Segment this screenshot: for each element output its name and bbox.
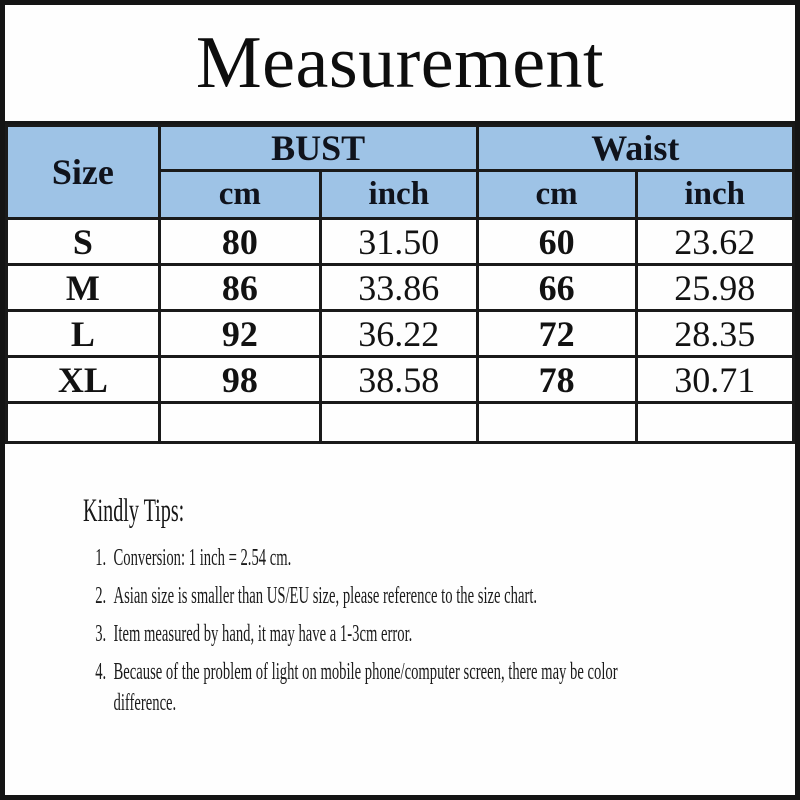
cell-waist-inch: 23.62 (634, 217, 796, 266)
tip-item-2: Asian size is smaller than US/EU size, p… (110, 581, 681, 612)
title-section: Measurement (5, 5, 795, 124)
empty-cell (5, 401, 161, 444)
col-header-size: Size (5, 124, 161, 220)
col-header-waist: Waist (475, 124, 796, 172)
empty-cell (319, 401, 479, 444)
col-header-bust: BUST (157, 124, 479, 172)
table-row-empty (5, 401, 796, 444)
header-row-groups: Size BUST Waist (5, 124, 796, 220)
measurement-table: Size BUST Waist cm inch cm inch S 80 31.… (5, 124, 796, 444)
cell-bust-inch: 33.86 (319, 263, 479, 312)
cell-bust-cm: 86 (157, 263, 323, 312)
cell-size: XL (5, 355, 161, 404)
kindly-tips-section: Kindly Tips: Conversion: 1 inch = 2.54 c… (83, 491, 724, 719)
header-row-units: cm inch cm inch (7, 169, 796, 220)
cell-bust-inch: 38.58 (319, 355, 479, 404)
cell-waist-cm: 66 (475, 263, 638, 312)
cell-bust-inch: 36.22 (319, 309, 479, 358)
tip-item-4: Because of the problem of light on mobil… (110, 657, 681, 719)
empty-cell (157, 401, 323, 444)
table-row-m: M 86 33.86 66 25.98 (5, 263, 796, 312)
empty-cell (475, 401, 638, 444)
page-title: Measurement (195, 21, 605, 104)
cell-waist-cm: 72 (475, 309, 638, 358)
cell-waist-inch: 30.71 (634, 355, 796, 404)
table-row-l: L 92 36.22 72 28.35 (5, 309, 796, 358)
col-header-waist-inch: inch (634, 169, 796, 220)
tip-item-3: Item measured by hand, it may have a 1-3… (110, 619, 681, 650)
cell-bust-cm: 92 (157, 309, 323, 358)
cell-bust-cm: 80 (157, 217, 323, 266)
cell-bust-inch: 31.50 (319, 217, 479, 266)
cell-size: M (5, 263, 161, 312)
empty-cell (634, 401, 796, 444)
cell-waist-cm: 78 (475, 355, 638, 404)
tips-heading: Kindly Tips: (83, 493, 185, 529)
tip-item-1: Conversion: 1 inch = 2.54 cm. (110, 543, 681, 574)
cell-waist-inch: 28.35 (634, 309, 796, 358)
table-row-s: S 80 31.50 60 23.62 (5, 217, 796, 266)
cell-waist-inch: 25.98 (634, 263, 796, 312)
col-header-waist-cm: cm (475, 169, 638, 220)
col-header-bust-inch: inch (319, 169, 479, 220)
tips-list: Conversion: 1 inch = 2.54 cm. Asian size… (83, 543, 724, 719)
cell-waist-cm: 60 (475, 217, 638, 266)
col-header-bust-cm: cm (157, 169, 323, 220)
table-row-xl: XL 98 38.58 78 30.71 (5, 355, 796, 404)
cell-bust-cm: 98 (157, 355, 323, 404)
cell-size: L (5, 309, 161, 358)
cell-size: S (5, 217, 161, 266)
